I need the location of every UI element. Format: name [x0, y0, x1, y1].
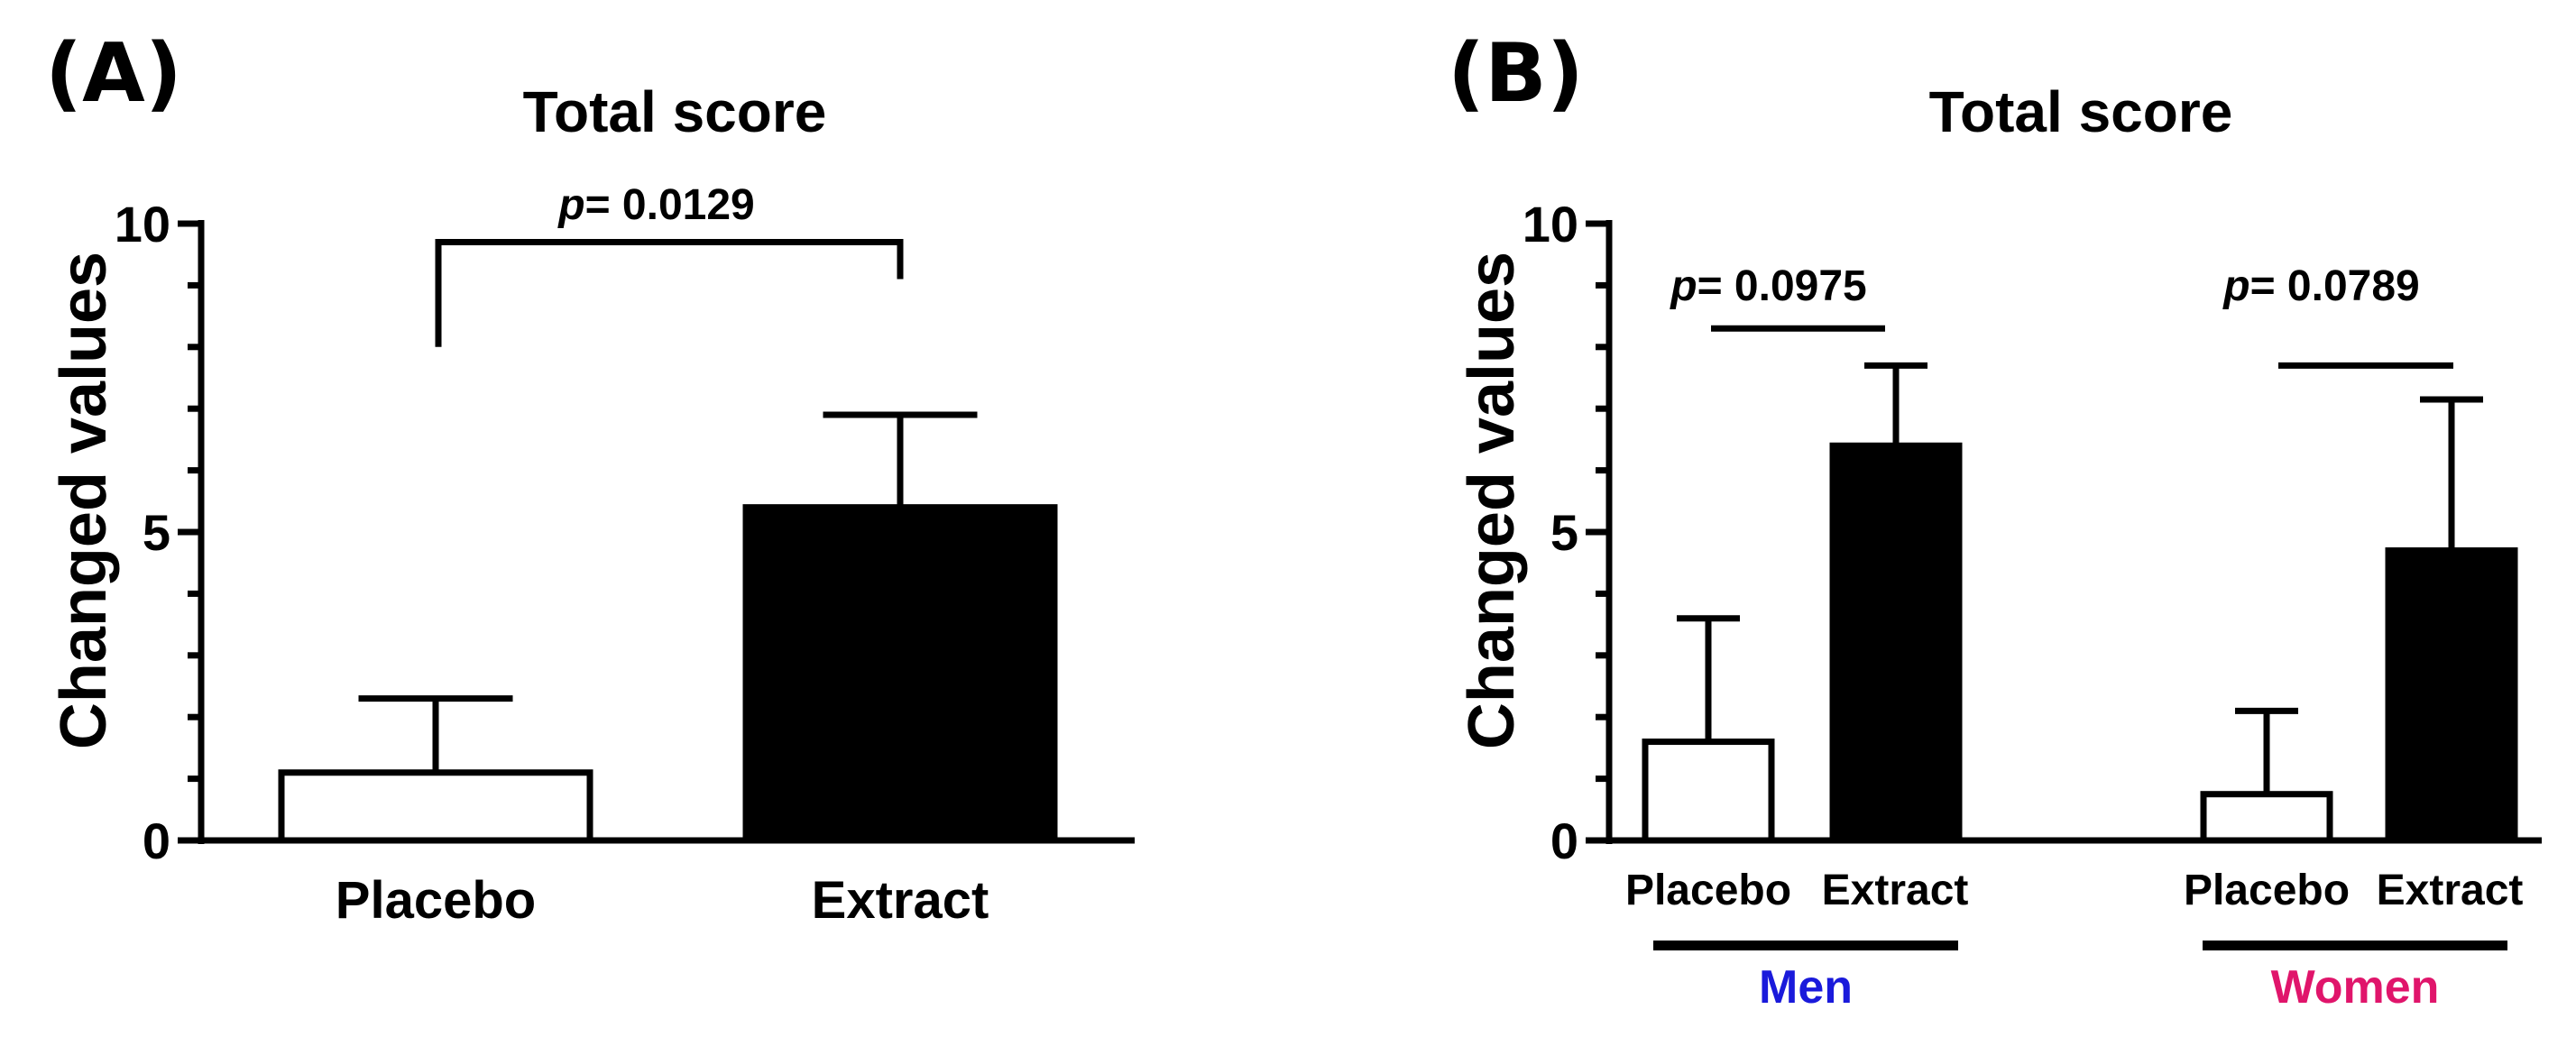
- panel-a: (A) Total score Changed values 0 5 10 p= 0…: [45, 26, 1135, 930]
- panel-a-p-value: p= 0.0129: [557, 181, 755, 229]
- panel-a-label: (A): [45, 26, 182, 121]
- panel-a-ylabel: Changed values: [48, 252, 120, 749]
- panel-a-title: Total score: [523, 79, 827, 144]
- panel-b-women-label: Women: [2271, 961, 2440, 1014]
- panel-b-ytick-label-2: 10: [1523, 196, 1578, 252]
- panel-b-bar-women-placebo: [2200, 791, 2333, 844]
- panel-b-bar-men-placebo: [1642, 739, 1775, 844]
- panel-a-bars: [278, 411, 1058, 844]
- panel-b-xtick-men-extract: Extract: [1822, 867, 1969, 914]
- panel-b-men-group-line: [1653, 941, 1958, 950]
- panel-b-xtick-women-extract: Extract: [2377, 867, 2524, 914]
- panel-b-xtick-men-placebo: Placebo: [1625, 867, 1791, 914]
- panel-b-bars: [1642, 362, 2518, 844]
- panel-b-label: (B): [1448, 26, 1584, 121]
- panel-b-ytick-label-0: 0: [1550, 812, 1578, 869]
- panel-a-xtick-placebo: Placebo: [336, 871, 536, 930]
- panel-b-ylabel: Changed values: [1456, 252, 1528, 749]
- panel-a-ytick-label-0: 0: [143, 812, 170, 869]
- panel-b-bar-men-extract: [1829, 442, 1963, 844]
- panel-b: (B) Total score Changed values 0 5 10 p= 0…: [1448, 26, 2542, 1014]
- panel-b-ytick-label-1: 5: [1550, 504, 1578, 561]
- panel-a-xtick-extract: Extract: [812, 871, 989, 930]
- panel-b-men-p-value: p= 0.0975: [1669, 262, 1867, 310]
- panel-b-women-group-line: [2203, 941, 2507, 950]
- panel-b-significance: p= 0.0975 p= 0.0789: [1669, 262, 2453, 369]
- panel-a-significance: p= 0.0129: [435, 181, 904, 347]
- panel-a-ytick-label-2: 10: [115, 196, 170, 252]
- panel-b-bar-women-extract: [2385, 547, 2518, 844]
- panel-b-women-p-value: p= 0.0789: [2222, 262, 2420, 310]
- panel-b-title: Total score: [1929, 79, 2233, 144]
- panel-b-men-label: Men: [1759, 961, 1853, 1014]
- panel-a-bar-extract: [742, 504, 1058, 844]
- panel-b-xtick-women-placebo: Placebo: [2184, 867, 2350, 914]
- panel-a-ytick-label-1: 5: [143, 504, 170, 561]
- panel-a-significance-bracket: [435, 239, 904, 347]
- panel-a-bar-placebo: [278, 769, 593, 844]
